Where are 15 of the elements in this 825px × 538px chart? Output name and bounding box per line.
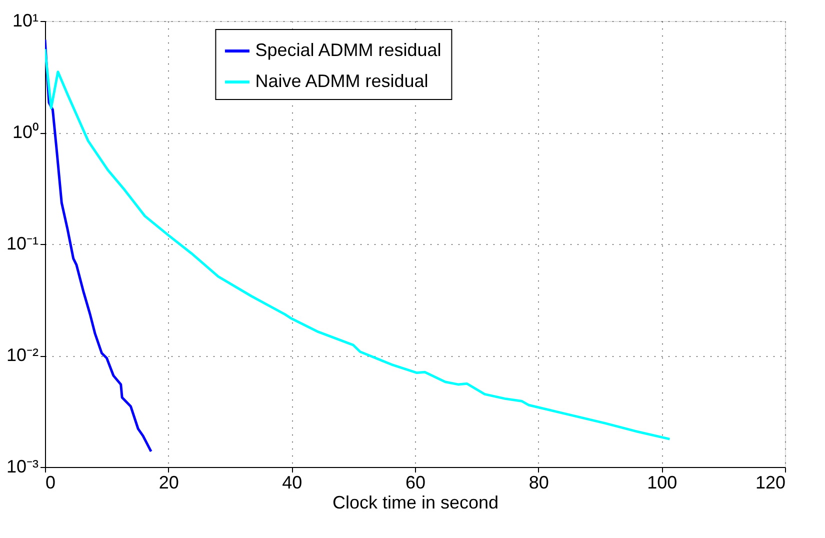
x-tick-label: 60 <box>405 472 426 492</box>
y-tick-label: 10¹ <box>12 10 39 30</box>
x-tick-label: 80 <box>528 472 549 492</box>
y-tick-label: 10⁻² <box>6 345 39 365</box>
x-tick-label: 120 <box>755 472 786 492</box>
y-tick-label: 10⁻¹ <box>6 234 39 254</box>
x-axis-title: Clock time in second <box>332 492 499 512</box>
y-tick-label: 10⁰ <box>12 122 38 142</box>
legend-label: Naive ADMM residual <box>255 71 428 91</box>
y-tick-label: 10⁻³ <box>6 456 39 476</box>
x-tick-label: 0 <box>46 472 56 492</box>
x-tick-label: 40 <box>282 472 302 492</box>
legend-label: Special ADMM residual <box>255 40 442 60</box>
x-tick-label: 20 <box>158 472 179 492</box>
x-tick-label: 100 <box>647 472 678 492</box>
